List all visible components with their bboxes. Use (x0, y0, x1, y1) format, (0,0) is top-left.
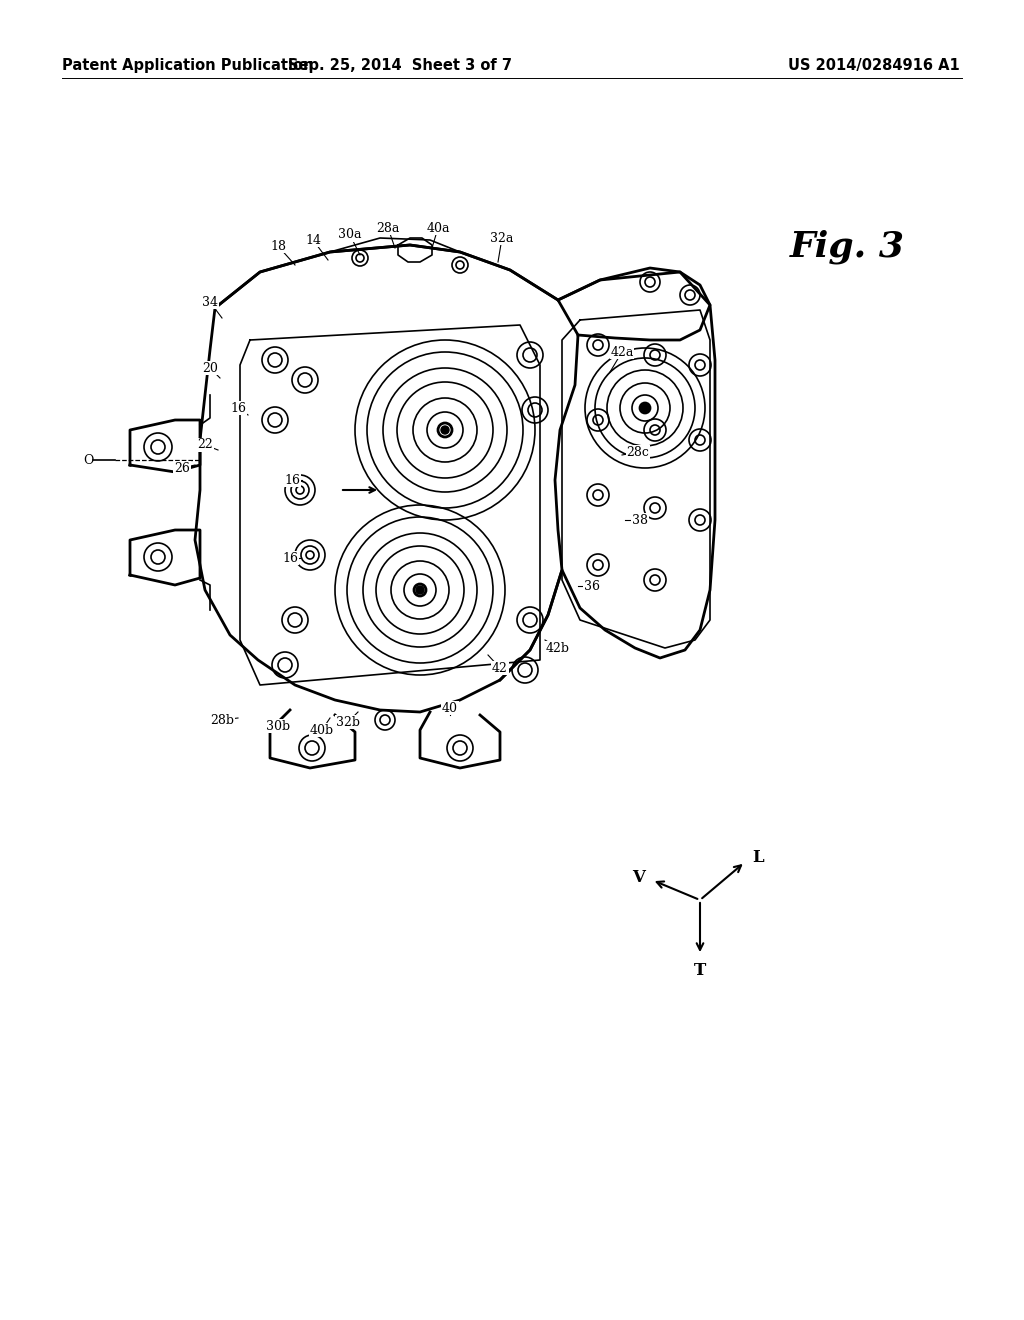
Text: 42a: 42a (610, 346, 634, 359)
Text: V: V (632, 870, 645, 887)
Text: 32a: 32a (490, 231, 514, 244)
Text: 40: 40 (442, 701, 458, 714)
Text: 28a: 28a (376, 222, 399, 235)
Text: 42: 42 (493, 661, 508, 675)
Text: 38: 38 (632, 513, 648, 527)
Text: 36: 36 (584, 579, 600, 593)
Text: O: O (83, 454, 93, 466)
Text: 20: 20 (202, 362, 218, 375)
Text: 40a: 40a (426, 222, 450, 235)
Text: 16: 16 (284, 474, 300, 487)
Text: 16: 16 (282, 552, 298, 565)
Text: 14: 14 (305, 234, 321, 247)
Text: US 2014/0284916 A1: US 2014/0284916 A1 (788, 58, 961, 73)
Circle shape (441, 426, 449, 434)
Text: 28c: 28c (627, 446, 649, 458)
Text: Sep. 25, 2014  Sheet 3 of 7: Sep. 25, 2014 Sheet 3 of 7 (288, 58, 512, 73)
Text: T: T (694, 962, 707, 979)
Text: 18: 18 (270, 239, 286, 252)
Circle shape (416, 586, 424, 594)
Text: 32b: 32b (336, 715, 360, 729)
Text: 30b: 30b (266, 719, 290, 733)
Text: Patent Application Publication: Patent Application Publication (62, 58, 313, 73)
Text: 28b: 28b (210, 714, 234, 726)
Text: Fig. 3: Fig. 3 (790, 230, 905, 264)
Text: 42b: 42b (546, 642, 570, 655)
Text: 30a: 30a (338, 228, 361, 242)
Text: 40b: 40b (310, 723, 334, 737)
Text: L: L (752, 850, 764, 866)
Circle shape (641, 404, 649, 412)
Text: 22: 22 (198, 438, 213, 451)
Text: 26: 26 (174, 462, 189, 474)
Text: 16: 16 (230, 401, 246, 414)
Text: 34: 34 (202, 296, 218, 309)
